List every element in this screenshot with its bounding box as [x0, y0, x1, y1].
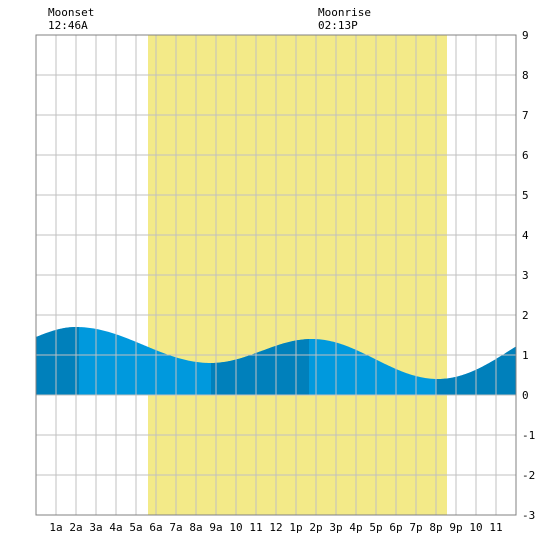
x-tick-label: 11	[489, 521, 502, 534]
y-tick-label: 5	[522, 189, 529, 202]
frame-layer	[35, 34, 517, 516]
moon-header: Moonset 12:46A Moonrise 02:13P	[48, 6, 371, 32]
x-tick-label: 4p	[349, 521, 362, 534]
x-tick-label: 8a	[189, 521, 202, 534]
y-tick-labels: -3 -2 -1 0 1 2 3 4 5 6 7 8 9	[522, 29, 535, 522]
x-tick-label: 5a	[129, 521, 142, 534]
x-tick-label: 2a	[69, 521, 82, 534]
y-tick-label: 4	[522, 229, 529, 242]
y-tick-label: 2	[522, 309, 529, 322]
moonset-label: Moonset	[48, 6, 94, 19]
x-tick-label: 9p	[449, 521, 462, 534]
moonset-time: 12:46A	[48, 19, 88, 32]
y-tick-label: 1	[522, 349, 529, 362]
x-tick-label: 5p	[369, 521, 382, 534]
x-tick-label: 8p	[429, 521, 442, 534]
x-tick-label: 7a	[169, 521, 182, 534]
x-tick-label: 10	[229, 521, 242, 534]
y-tick-label: -1	[522, 429, 535, 442]
x-tick-label: 3p	[329, 521, 342, 534]
x-tick-label: 6a	[149, 521, 162, 534]
grid-layer	[36, 35, 516, 515]
x-tick-label: 12	[269, 521, 282, 534]
x-tick-label: 7p	[409, 521, 422, 534]
y-tick-label: 6	[522, 149, 529, 162]
y-tick-label: -3	[522, 509, 535, 522]
x-tick-label: 11	[249, 521, 262, 534]
tide-area-dark-band	[36, 327, 79, 395]
x-tick-label: 10	[469, 521, 482, 534]
plot-frame	[35, 34, 517, 516]
x-tick-labels: 1a 2a 3a 4a 5a 6a 7a 8a 9a 10 11 12 1p 2p 3p 4p 5p 6p 7p 8p…	[49, 521, 502, 534]
x-tick-label: 2p	[309, 521, 322, 534]
y-tick-label: -2	[522, 469, 535, 482]
y-tick-label: 7	[522, 109, 529, 122]
x-tick-label: 1p	[289, 521, 302, 534]
moonrise-time: 02:13P	[318, 19, 358, 32]
x-tick-label: 6p	[389, 521, 402, 534]
moonrise-label: Moonrise	[318, 6, 371, 19]
x-tick-label: 1a	[49, 521, 62, 534]
x-tick-label: 4a	[109, 521, 122, 534]
y-tick-label: 0	[522, 389, 529, 402]
x-tick-label: 9a	[209, 521, 222, 534]
y-tick-label: 3	[522, 269, 529, 282]
y-tick-label: 9	[522, 29, 529, 42]
x-tick-label: 3a	[89, 521, 102, 534]
y-tick-label: 8	[522, 69, 529, 82]
